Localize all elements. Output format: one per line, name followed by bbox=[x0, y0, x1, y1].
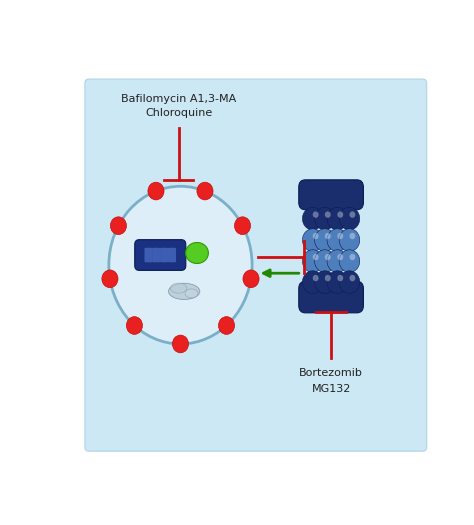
Ellipse shape bbox=[185, 289, 198, 298]
Circle shape bbox=[313, 212, 319, 218]
Circle shape bbox=[313, 275, 319, 281]
Circle shape bbox=[313, 233, 319, 239]
FancyBboxPatch shape bbox=[135, 239, 186, 270]
Circle shape bbox=[337, 233, 343, 239]
Circle shape bbox=[173, 335, 189, 353]
Text: Bafilomycin A1,3-MA: Bafilomycin A1,3-MA bbox=[121, 94, 236, 104]
Circle shape bbox=[302, 207, 323, 230]
Circle shape bbox=[102, 270, 118, 288]
Circle shape bbox=[339, 207, 360, 230]
Ellipse shape bbox=[170, 283, 187, 293]
Circle shape bbox=[302, 271, 323, 293]
Circle shape bbox=[327, 250, 347, 272]
Circle shape bbox=[148, 182, 164, 200]
Circle shape bbox=[302, 229, 323, 251]
Circle shape bbox=[219, 317, 235, 334]
Circle shape bbox=[325, 254, 331, 260]
Circle shape bbox=[315, 229, 335, 251]
FancyBboxPatch shape bbox=[145, 248, 153, 262]
FancyBboxPatch shape bbox=[85, 79, 427, 451]
Circle shape bbox=[235, 217, 251, 235]
Circle shape bbox=[327, 271, 347, 293]
Circle shape bbox=[243, 270, 259, 288]
Circle shape bbox=[315, 207, 335, 230]
Circle shape bbox=[327, 207, 347, 230]
Circle shape bbox=[315, 250, 335, 272]
Circle shape bbox=[337, 212, 343, 218]
Circle shape bbox=[339, 250, 360, 272]
Circle shape bbox=[325, 212, 331, 218]
Circle shape bbox=[337, 254, 343, 260]
Ellipse shape bbox=[169, 284, 200, 299]
Text: Chloroquine: Chloroquine bbox=[145, 108, 212, 118]
Circle shape bbox=[349, 233, 356, 239]
FancyBboxPatch shape bbox=[168, 248, 176, 262]
Ellipse shape bbox=[186, 243, 209, 264]
Circle shape bbox=[313, 254, 319, 260]
Circle shape bbox=[315, 271, 335, 293]
FancyBboxPatch shape bbox=[160, 248, 168, 262]
Circle shape bbox=[325, 275, 331, 281]
Circle shape bbox=[339, 229, 360, 251]
Text: MG132: MG132 bbox=[311, 384, 351, 394]
Text: Bortezomib: Bortezomib bbox=[299, 368, 363, 378]
Circle shape bbox=[109, 186, 252, 344]
FancyBboxPatch shape bbox=[299, 180, 364, 210]
Circle shape bbox=[302, 250, 323, 272]
FancyBboxPatch shape bbox=[152, 248, 160, 262]
Circle shape bbox=[349, 275, 356, 281]
Circle shape bbox=[325, 233, 331, 239]
Circle shape bbox=[197, 182, 213, 200]
Circle shape bbox=[339, 271, 360, 293]
Circle shape bbox=[110, 217, 127, 235]
FancyBboxPatch shape bbox=[299, 281, 364, 313]
Circle shape bbox=[349, 212, 356, 218]
Circle shape bbox=[127, 317, 143, 334]
Circle shape bbox=[337, 275, 343, 281]
Circle shape bbox=[349, 254, 356, 260]
Circle shape bbox=[327, 229, 347, 251]
